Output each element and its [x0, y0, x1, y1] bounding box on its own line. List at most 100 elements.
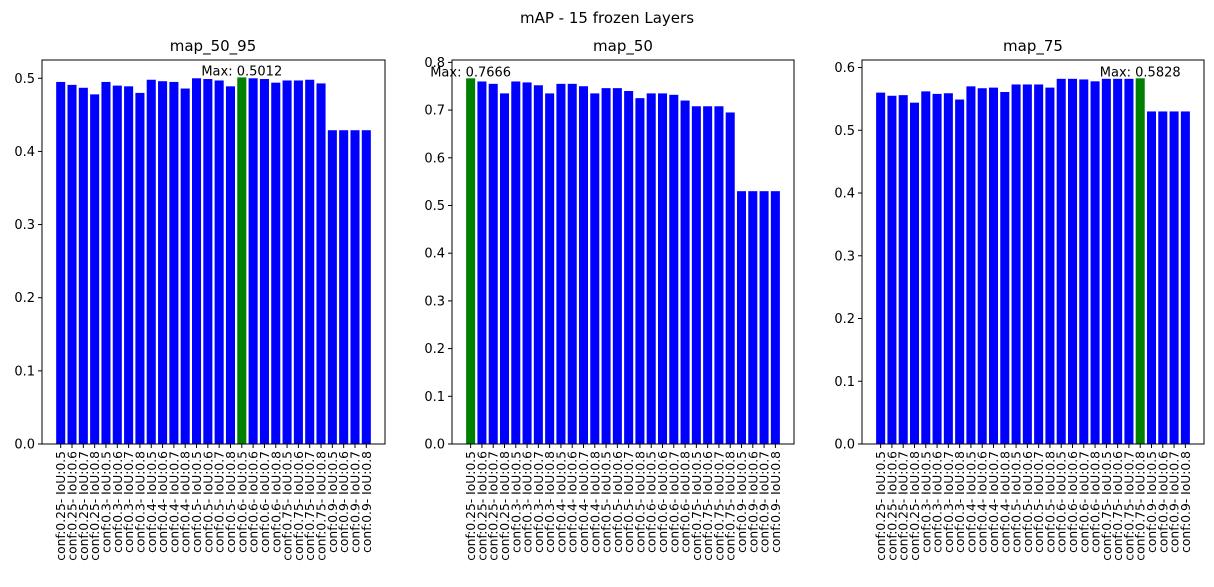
- bar: [191, 78, 202, 444]
- x-tick-label: conf:0.3- IoU:0.6: [931, 451, 945, 553]
- y-tick-label: 0.4: [14, 145, 35, 160]
- x-tick-label: conf:0.9- IoU:0.7: [1168, 451, 1182, 553]
- x-tick-label: conf:0.25- IoU:0.6: [885, 451, 899, 561]
- bar: [921, 91, 931, 445]
- x-tick-label: conf:0.6- IoU:0.5: [645, 451, 659, 553]
- bar: [214, 80, 224, 444]
- bar: [533, 85, 543, 444]
- bar: [590, 93, 600, 444]
- x-tick-label: conf:0.3- IoU:0.8: [953, 451, 967, 553]
- subplot-map-50-95: map_50_95 0.0 0.1 0.2 0.3 0.4 0.5 conf:0.25- …: [14, 37, 386, 561]
- bar: [898, 95, 908, 444]
- y-tick-label: 0.1: [834, 375, 855, 390]
- x-tick-label: conf:0.4- IoU:0.5: [554, 451, 568, 553]
- bar: [680, 100, 690, 445]
- bar: [135, 92, 145, 444]
- bar: [545, 93, 555, 444]
- bar: [1146, 111, 1157, 444]
- x-tick-label: conf:0.75- IoU:0.5: [281, 451, 295, 561]
- bar: [988, 87, 999, 445]
- x-tick-label: conf:0.25- IoU:0.6: [66, 451, 80, 561]
- y-tick-label: 0.4: [834, 187, 855, 202]
- bar: [714, 106, 724, 445]
- y-tick-label: 0.2: [424, 342, 445, 357]
- x-tick-label: conf:0.3- IoU:0.5: [99, 451, 113, 553]
- subplot-title: map_75: [1003, 37, 1063, 56]
- bar: [909, 102, 920, 445]
- y-tick-label: 0.1: [424, 390, 445, 405]
- axes-frame: [41, 59, 386, 445]
- bar: [703, 106, 713, 445]
- bar: [1056, 78, 1066, 444]
- x-tick-label: conf:0.25- IoU:0.5: [54, 451, 68, 561]
- x-tick-label: conf:0.75- IoU:0.7: [1122, 451, 1136, 561]
- x-tick-label: conf:0.3- IoU:0.8: [543, 451, 557, 553]
- y-tick-label: 0.3: [424, 294, 445, 309]
- x-tick-label: conf:0.5- IoU:0.8: [224, 451, 238, 553]
- x-tick-label: conf:0.9- IoU:0.8: [360, 451, 374, 553]
- bar: [770, 191, 780, 444]
- y-axis-ticks: 0.0 0.1 0.2 0.3 0.4 0.5: [14, 72, 42, 453]
- x-tick-label: conf:0.5- IoU:0.7: [213, 451, 227, 553]
- y-tick-label: 0.0: [424, 438, 445, 453]
- y-tick-label: 0.2: [14, 291, 35, 306]
- bar: [316, 83, 326, 444]
- bar: [657, 93, 668, 444]
- bar: [499, 93, 510, 444]
- bar: [1124, 78, 1134, 444]
- x-tick-label: conf:0.9- IoU:0.8: [1179, 451, 1193, 553]
- x-tick-label: conf:0.5- IoU:0.7: [622, 451, 636, 553]
- x-tick-label: conf:0.6- IoU:0.7: [258, 451, 272, 553]
- y-tick-label: 0.6: [834, 61, 855, 76]
- x-tick-label: conf:0.75- IoU:0.5: [690, 451, 704, 561]
- bar: [1090, 81, 1100, 444]
- y-tick-label: 0.6: [424, 151, 445, 166]
- x-tick-label: conf:0.75- IoU:0.7: [303, 451, 317, 561]
- x-tick-label: conf:0.9- IoU:0.5: [326, 451, 340, 553]
- y-axis-ticks: 0.0 0.1 0.2 0.3 0.4 0.5 0.6 0.7 0.8: [424, 56, 452, 453]
- x-tick-label: conf:0.6- IoU:0.6: [1066, 451, 1080, 553]
- y-tick-label: 0.5: [14, 72, 35, 87]
- x-tick-label: conf:0.5- IoU:0.6: [611, 451, 625, 553]
- x-tick-label: conf:0.4- IoU:0.7: [987, 451, 1001, 553]
- bar: [282, 80, 292, 444]
- x-tick-label: conf:0.3- IoU:0.5: [509, 451, 523, 553]
- bar: [248, 78, 258, 444]
- x-tick-label: conf:0.75- IoU:0.6: [701, 451, 715, 561]
- bar: [601, 88, 611, 444]
- bar: [1079, 79, 1089, 444]
- bar: [977, 88, 987, 445]
- x-tick-label: conf:0.25- IoU:0.5: [874, 451, 888, 561]
- bar: [112, 85, 122, 444]
- bar: [876, 92, 886, 444]
- x-tick-label: conf:0.9- IoU:0.5: [1145, 451, 1159, 553]
- x-tick-label: conf:0.6- IoU:0.8: [1089, 451, 1103, 553]
- bar: [225, 86, 236, 444]
- max-annotation: Max: 0.7666: [430, 65, 511, 80]
- y-tick-label: 0.3: [834, 249, 855, 264]
- bar: [169, 81, 179, 444]
- bar: [1158, 111, 1168, 444]
- bar-group: [876, 78, 1190, 445]
- x-tick-label: conf:0.6- IoU:0.6: [656, 451, 670, 553]
- bar-group: [466, 78, 780, 445]
- x-tick-label: conf:0.4- IoU:0.8: [588, 451, 602, 553]
- bar: [1067, 78, 1078, 444]
- bar-max: [466, 78, 476, 444]
- x-tick-label: conf:0.5- IoU:0.8: [1043, 451, 1057, 553]
- bar: [759, 191, 769, 444]
- subplot-map-50: map_50 0.0 0.1 0.2 0.3 0.4 0.5 0.6 0.7 0.8 conf:…: [424, 37, 795, 561]
- x-tick-label: conf:0.3- IoU:0.8: [133, 451, 147, 553]
- x-tick-label: conf:0.75- IoU:0.5: [1100, 451, 1114, 561]
- x-tick-label: conf:0.75- IoU:0.8: [1134, 451, 1148, 561]
- bar: [1011, 84, 1021, 444]
- x-tick-label: conf:0.3- IoU:0.6: [521, 451, 535, 553]
- bar: [736, 191, 747, 444]
- x-tick-label: conf:0.25- IoU:0.7: [77, 451, 91, 561]
- x-tick-label: conf:0.9- IoU:0.7: [758, 451, 772, 553]
- bar: [567, 83, 577, 444]
- bar: [1000, 92, 1010, 444]
